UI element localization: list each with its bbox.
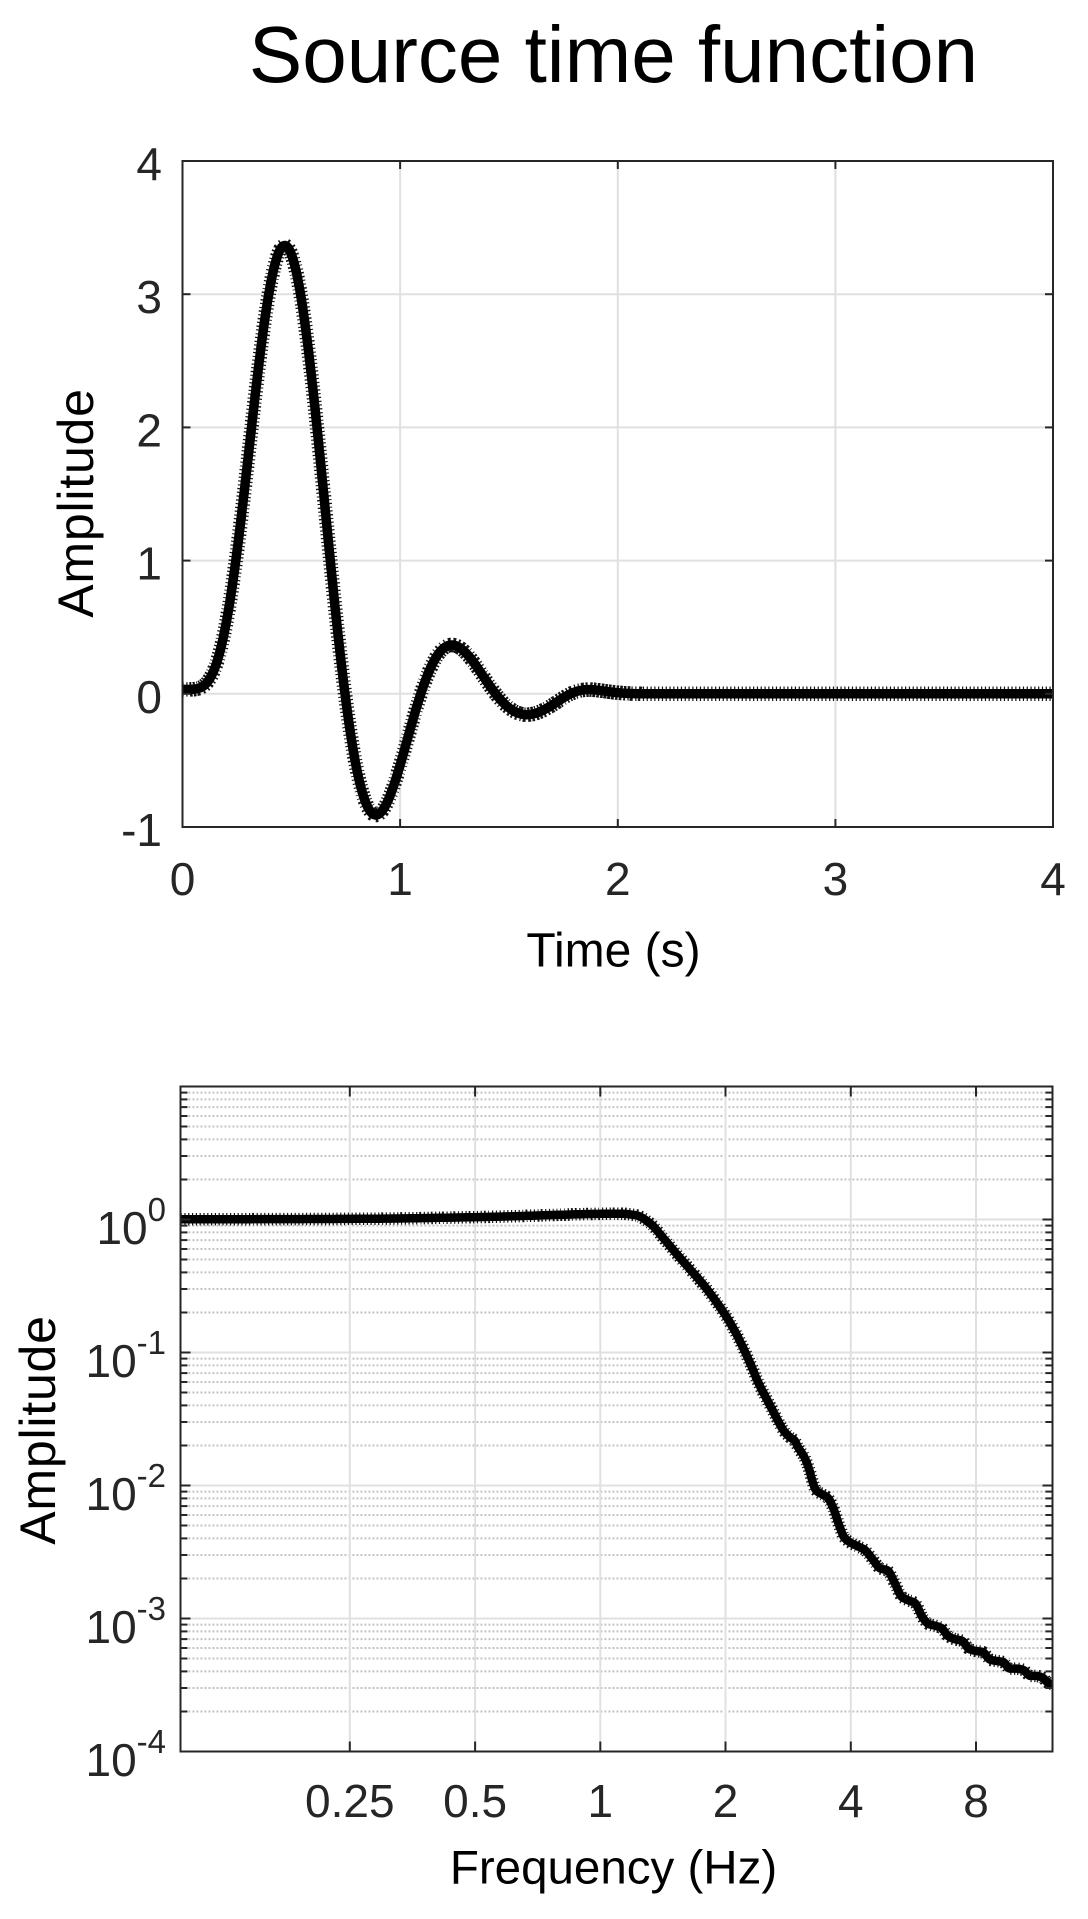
svg-text:3: 3: [823, 853, 849, 905]
svg-text:Time (s): Time (s): [526, 925, 700, 978]
svg-text:Frequency (Hz): Frequency (Hz): [450, 1842, 777, 1895]
svg-text:-1: -1: [121, 804, 162, 856]
svg-text:Source time function: Source time function: [249, 10, 978, 99]
svg-text:Amplitude: Amplitude: [48, 388, 104, 618]
svg-text:0: 0: [170, 853, 196, 905]
svg-text:3: 3: [136, 271, 162, 323]
svg-text:1: 1: [136, 538, 162, 590]
svg-text:1: 1: [588, 1775, 614, 1827]
svg-text:0: 0: [136, 671, 162, 723]
svg-text:2: 2: [713, 1775, 739, 1827]
svg-text:4: 4: [136, 138, 162, 190]
svg-text:1: 1: [387, 853, 413, 905]
svg-text:0.25: 0.25: [305, 1775, 395, 1827]
svg-text:Amplitude: Amplitude: [10, 1315, 66, 1545]
svg-text:8: 8: [963, 1775, 989, 1827]
svg-text:0.5: 0.5: [443, 1775, 507, 1827]
svg-text:2: 2: [136, 404, 162, 456]
svg-text:2: 2: [605, 853, 631, 905]
svg-text:4: 4: [838, 1775, 864, 1827]
svg-text:4: 4: [1040, 853, 1066, 905]
svg-text:10-1: 10-1: [85, 1324, 166, 1387]
svg-text:10-4: 10-4: [85, 1723, 166, 1786]
svg-text:10-2: 10-2: [85, 1457, 166, 1520]
